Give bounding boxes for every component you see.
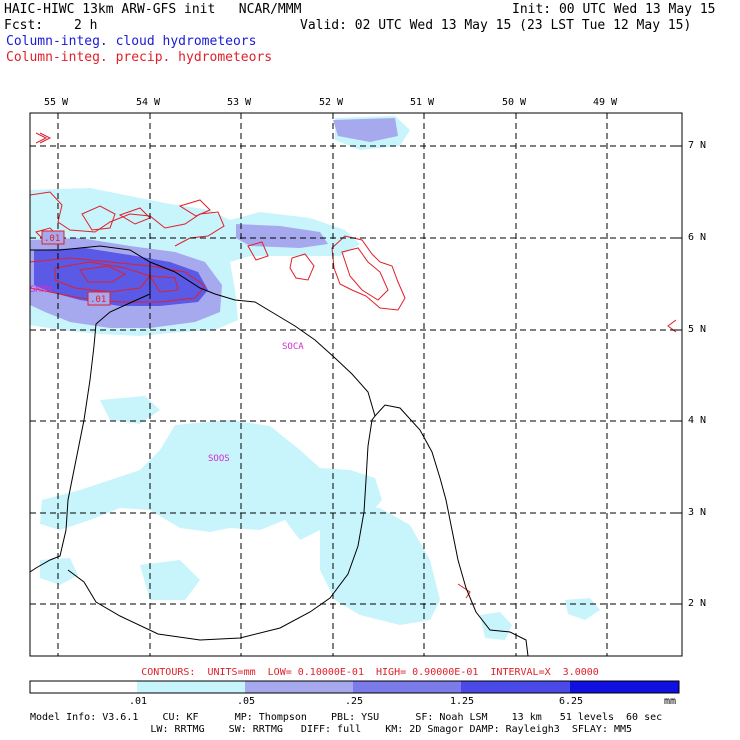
init-time: Init: 00 UTC Wed 13 May 15 bbox=[512, 2, 716, 17]
lon-label: 52 W bbox=[319, 97, 344, 108]
scale-bin bbox=[353, 681, 461, 693]
lon-label: 53 W bbox=[227, 97, 252, 108]
contour-label-box bbox=[41, 230, 65, 245]
lon-label: 51 W bbox=[410, 97, 435, 108]
color-scale bbox=[29, 680, 680, 694]
scale-unit: mm bbox=[664, 696, 677, 707]
lat-label: 3 N bbox=[688, 507, 707, 518]
contour-labels: .01 .01 bbox=[41, 230, 111, 306]
lat-label: 4 N bbox=[688, 415, 707, 426]
valid-time: Valid: 02 UTC Wed 13 May 15 (23 LST Tue … bbox=[300, 18, 692, 33]
lon-label: 55 W bbox=[44, 97, 69, 108]
lat-ticks bbox=[676, 145, 682, 605]
lat-label: 2 N bbox=[688, 598, 707, 609]
header-title: HAIC-HIWC 13km ARW-GFS init NCAR/MMM bbox=[4, 2, 302, 17]
lon-label: 54 W bbox=[136, 97, 161, 108]
scale-bin bbox=[461, 681, 570, 693]
model-info-line2: LW: RRTMG SW: RRTMG DIFF: full KM: 2D Sm… bbox=[30, 724, 633, 735]
scale-label: .01 bbox=[129, 696, 148, 707]
scale-bin bbox=[137, 681, 245, 693]
cloud-light-areas bbox=[30, 116, 600, 640]
contours-info: CONTOURS: UNITS=mm LOW= 0.10000E-01 HIGH… bbox=[141, 667, 599, 678]
lat-label: 6 N bbox=[688, 232, 707, 243]
station-labels: SMPM SOCA SOOS bbox=[30, 285, 304, 464]
lat-lon-grid bbox=[30, 113, 682, 656]
contour-label-box bbox=[87, 291, 111, 306]
station-smpm: SMPM bbox=[30, 285, 52, 295]
scale-label: .25 bbox=[345, 696, 364, 707]
coastline bbox=[30, 245, 529, 656]
forecast-label: Fcst: bbox=[4, 18, 44, 33]
scale-label: 1.25 bbox=[450, 696, 475, 707]
forecast-hour: 2 h bbox=[74, 18, 98, 33]
lat-label: 5 N bbox=[688, 324, 707, 335]
legend-precip: Column-integ. precip. hydrometeors bbox=[6, 50, 273, 65]
map-frame bbox=[29, 112, 683, 657]
contour-label: .01 bbox=[90, 295, 106, 305]
contour-label: .01 bbox=[44, 234, 60, 244]
scale-bin bbox=[570, 681, 679, 693]
scale-frame bbox=[29, 680, 680, 694]
scale-bin bbox=[30, 681, 137, 693]
scale-label: 6.25 bbox=[559, 696, 584, 707]
scale-label: .05 bbox=[237, 696, 256, 707]
scale-bin bbox=[245, 681, 353, 693]
model-info-line1: Model Info: V3.6.1 CU: KF MP: Thompson P… bbox=[30, 712, 663, 723]
legend-cloud: Column-integ. cloud hydrometeors bbox=[6, 34, 257, 49]
station-soca: SOCA bbox=[282, 342, 304, 352]
lon-label: 49 W bbox=[593, 97, 618, 108]
station-soos: SOOS bbox=[208, 454, 230, 464]
lon-label: 50 W bbox=[502, 97, 527, 108]
lat-label: 7 N bbox=[688, 140, 707, 151]
